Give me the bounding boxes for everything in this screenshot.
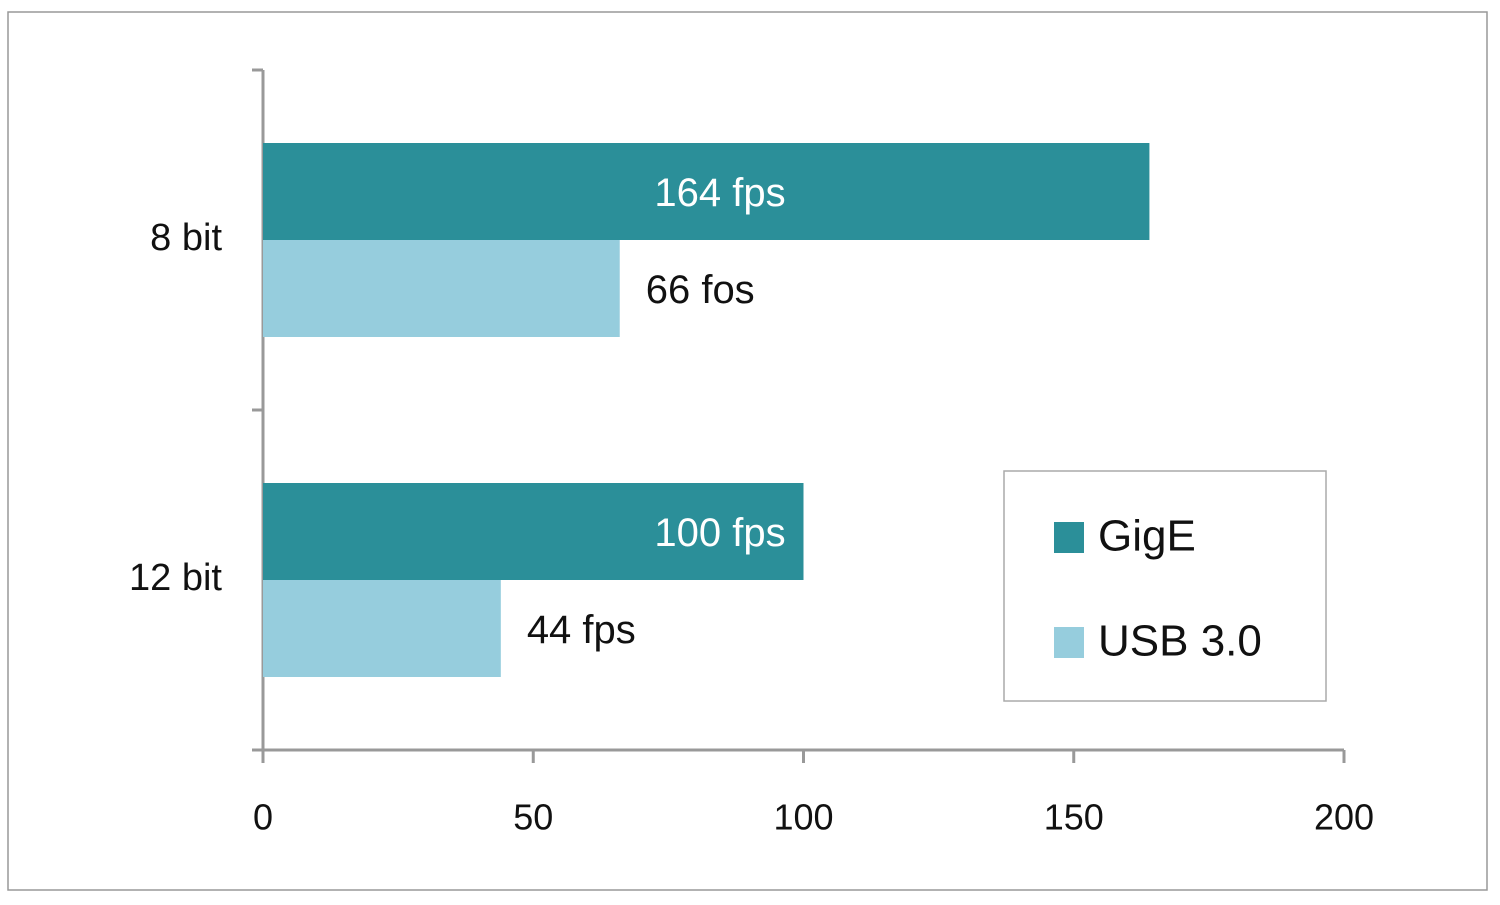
bar [263,580,501,677]
bar [263,143,1150,240]
x-tick-label: 200 [1314,797,1374,838]
bar [263,483,804,580]
legend-box [1003,470,1327,702]
y-tick-label: 12 bit [129,557,222,599]
legend-label: GigE [1098,512,1196,561]
bar [263,240,620,337]
y-tick-label: 8 bit [150,217,222,259]
legend-label: USB 3.0 [1098,617,1262,666]
x-tick-label: 50 [513,797,553,838]
legend-swatch [1054,627,1084,658]
x-tick-label: 150 [1044,797,1104,838]
x-tick-label: 100 [773,797,833,838]
legend-swatch [1054,522,1084,553]
x-tick-label: 0 [253,797,273,838]
data-label: 100 fps [654,511,785,555]
data-label: 164 fps [654,171,785,215]
data-label: 44 fps [527,608,636,652]
data-label: 66 fos [646,268,755,312]
